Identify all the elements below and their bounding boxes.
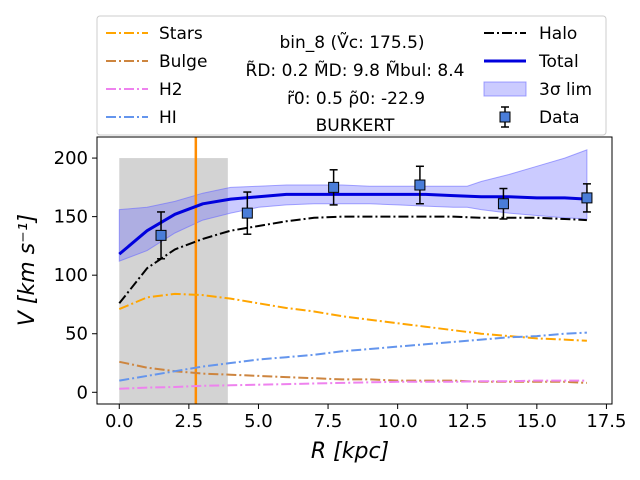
info-halo-params-line: r̃0: 0.5 ρ̃0: -22.9 <box>287 89 425 109</box>
shaded-region-layer <box>119 158 228 404</box>
x-tick-label: 12.5 <box>447 411 487 432</box>
series-line-h2 <box>119 379 587 390</box>
legend-box <box>96 15 607 136</box>
legend-label-bulge: Bulge <box>159 52 207 72</box>
shaded-region <box>119 158 228 404</box>
series-line-total <box>118 192 587 256</box>
y-tick-label: 150 <box>54 207 88 228</box>
y-axis-label: V [km s⁻¹] <box>15 214 40 326</box>
data-point <box>414 179 426 191</box>
info-model-name: BURKERT <box>316 116 395 136</box>
legend-label-halo: Halo <box>539 24 577 44</box>
x-axis-label: R [kpc] <box>311 439 389 464</box>
data-point <box>497 198 509 210</box>
series-line-bulge <box>119 360 587 384</box>
series-line-halo <box>118 215 587 304</box>
series-line-hi <box>119 331 587 382</box>
legend-label-total: Total <box>538 52 579 72</box>
legend-label-stars: Stars <box>159 24 203 44</box>
legend-right: Halo Total 3σ lim Data <box>483 24 592 128</box>
y-tick-label: 100 <box>54 265 88 286</box>
data-point <box>581 192 593 204</box>
x-tick-label: 5.0 <box>244 411 273 432</box>
y-ticks: 0 50 100 150 200 <box>54 148 97 403</box>
x-tick-label: 15.0 <box>517 411 557 432</box>
x-tick-label: 0.0 <box>105 411 134 432</box>
x-tick-label: 17.5 <box>586 411 626 432</box>
data-point <box>241 207 253 219</box>
sigma-band <box>118 149 588 262</box>
legend-swatch-3-lim <box>483 81 527 97</box>
legend-label-data: Data <box>539 108 580 128</box>
info-bin-line: bin_8 (Ṽc: 175.5) <box>279 31 424 53</box>
legend-swatch-data <box>499 111 511 123</box>
x-tick-label: 2.5 <box>175 411 204 432</box>
y-tick-label: 50 <box>65 324 88 345</box>
legend-label-hi: HI <box>159 108 177 128</box>
legend-label-h2: H2 <box>159 80 183 100</box>
data-point <box>328 181 340 193</box>
x-ticks: 0.0 2.5 5.0 7.5 10.0 12.5 15.0 17.5 <box>105 404 626 432</box>
legend-label-3-lim: 3σ lim <box>539 80 592 100</box>
x-tick-label: 7.5 <box>314 411 343 432</box>
info-disk-line: R̃D: 0.2 M̃D: 9.8 M̃bul: 8.4 <box>246 60 465 81</box>
data-point <box>155 229 167 241</box>
y-tick-label: 200 <box>54 148 88 169</box>
sigma-band-layer <box>118 149 588 262</box>
y-tick-label: 0 <box>77 382 88 403</box>
series-layer <box>118 192 587 390</box>
data-points-layer <box>155 165 593 260</box>
x-tick-label: 10.0 <box>378 411 418 432</box>
legend-left: Stars Bulge H2 HI <box>106 24 207 128</box>
axes-frame <box>96 136 613 405</box>
